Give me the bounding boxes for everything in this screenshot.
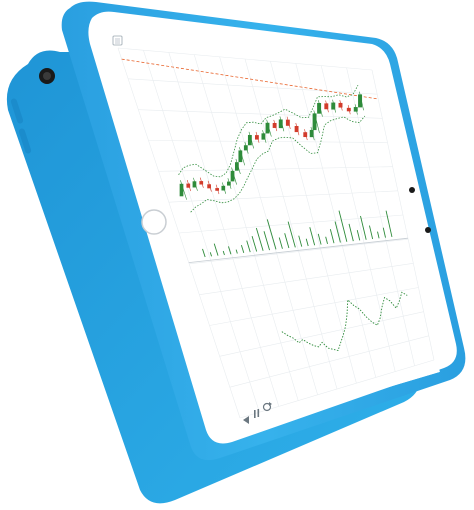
volume-bar — [235, 249, 238, 254]
grid-line-horizontal — [158, 166, 393, 172]
volume-bar — [305, 238, 309, 247]
rewind-icon[interactable] — [243, 416, 249, 424]
candle-body — [309, 129, 314, 138]
volume-bar — [329, 228, 335, 244]
candle-body — [254, 135, 259, 140]
candle-body — [207, 184, 211, 189]
volume-bar — [263, 231, 270, 251]
candle-body — [278, 119, 283, 129]
grid-line-horizontal — [117, 47, 373, 71]
candle-body — [215, 188, 219, 191]
candle-body — [261, 133, 266, 140]
volume-bar — [338, 210, 348, 242]
square-menu-icon[interactable] — [112, 35, 123, 46]
volume-bar — [348, 223, 354, 242]
price-line — [121, 58, 379, 100]
volume-bar — [356, 230, 361, 241]
volume-bar — [360, 215, 367, 240]
volume-bar — [222, 250, 225, 256]
refresh-icon[interactable] — [262, 402, 273, 412]
candle-body — [247, 135, 252, 146]
volume-bar — [385, 210, 393, 238]
volume-bar — [255, 227, 264, 251]
indicator-line — [281, 291, 408, 352]
volume-bar — [287, 221, 296, 248]
candle-body — [324, 103, 329, 110]
pane-divider — [188, 237, 409, 263]
candle-body — [243, 145, 248, 151]
candle-body — [192, 181, 197, 188]
grid-line-horizontal — [178, 214, 404, 234]
candle-body — [331, 102, 336, 110]
candle-body — [294, 125, 299, 133]
candle-body — [358, 94, 363, 108]
volume-bar — [213, 243, 219, 256]
candle-body — [272, 122, 277, 128]
volume-bar — [325, 236, 328, 244]
volume-bar — [266, 219, 277, 250]
home-button[interactable] — [141, 209, 167, 235]
grid-line-horizontal — [128, 78, 378, 95]
volume-button-lower — [18, 128, 32, 154]
grid-line-horizontal — [219, 311, 424, 357]
pause-icon[interactable] — [254, 409, 260, 418]
chart-area — [117, 47, 435, 419]
grid-line-horizontal — [189, 238, 409, 265]
volume-bar — [284, 233, 290, 249]
volume-bar — [382, 227, 386, 238]
candle-body — [238, 150, 243, 163]
volume-bar — [251, 236, 258, 252]
candle-body — [312, 113, 317, 131]
upper-band — [178, 85, 359, 178]
candle-body — [186, 183, 191, 188]
candle-body — [303, 132, 308, 138]
volume-bar — [317, 233, 322, 245]
grid-line-horizontal — [168, 190, 398, 203]
lower-band — [190, 115, 366, 213]
candle-wick — [180, 180, 187, 200]
volume-bar — [298, 235, 303, 247]
candle-body — [227, 181, 231, 186]
sensor-dot — [425, 227, 431, 233]
volume-bar — [309, 227, 316, 246]
candle-body — [179, 183, 184, 197]
volume-bar — [334, 221, 341, 243]
candle-body — [230, 170, 235, 182]
candle-body — [234, 162, 239, 171]
candle-body — [317, 103, 322, 114]
candle-body — [199, 181, 204, 185]
candle-body — [265, 122, 270, 134]
candle-body — [353, 107, 358, 112]
volume-bar — [246, 240, 251, 253]
volume-button-upper — [10, 98, 24, 124]
volume-bar — [377, 231, 380, 239]
grid-line-horizontal — [199, 263, 414, 295]
volume-bar — [202, 248, 206, 258]
grid-line-horizontal — [239, 359, 435, 419]
candle-body — [285, 119, 290, 126]
front-camera-icon — [409, 187, 415, 193]
grid-line-horizontal — [229, 335, 429, 388]
grid-line-horizontal — [209, 287, 419, 326]
volume-bar — [240, 244, 245, 253]
candle-body — [346, 107, 351, 112]
volume-bar — [209, 252, 212, 257]
volume-bar — [369, 225, 374, 240]
candle-body — [221, 185, 226, 191]
candle-body — [338, 102, 343, 108]
volume-bar — [228, 246, 232, 255]
grid-line-horizontal — [138, 109, 383, 119]
volume-bar — [278, 237, 283, 249]
grid-line-horizontal — [148, 140, 388, 143]
